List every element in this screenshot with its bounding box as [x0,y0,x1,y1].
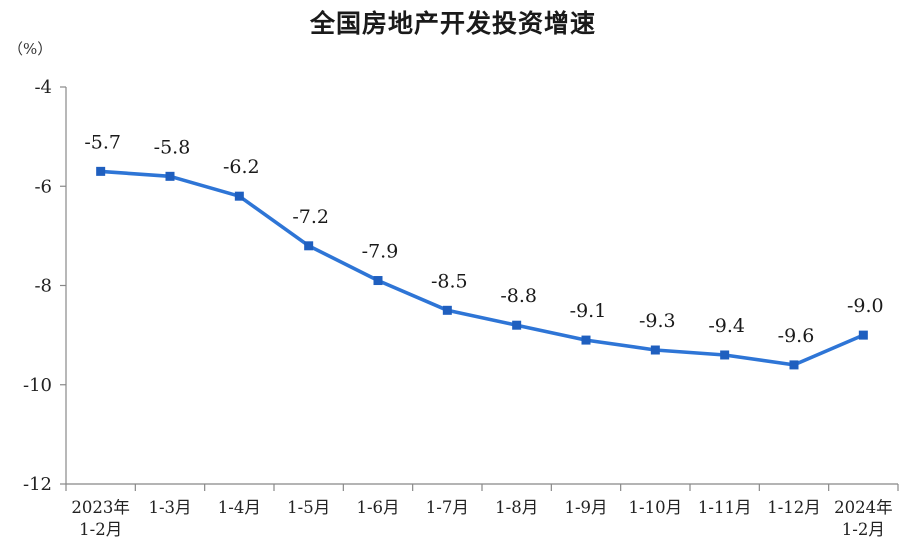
data-label: -7.2 [292,206,329,228]
data-label: -9.3 [639,310,676,332]
x-tick-label: 1-8月 [495,498,538,517]
data-label: -9.6 [778,325,815,347]
data-point-marker [512,320,522,330]
y-tick-label: -12 [23,474,52,495]
data-point-marker [373,276,383,286]
x-tick-label: 1-11月 [698,498,752,517]
y-tick-label: -8 [34,276,52,297]
chart-title: 全国房地产开发投资增速 [309,9,596,38]
x-tick-label: 1-6月 [356,498,399,517]
data-point-marker [165,171,175,181]
x-tick-label: 1-3月 [148,498,191,517]
data-point-marker [789,360,799,370]
x-tick-label: 1-7月 [426,498,469,517]
data-label: -8.8 [500,285,537,307]
data-label: -9.1 [570,300,607,322]
series-line [98,169,866,367]
y-tick-label: -10 [23,375,52,396]
x-tick-label: 1-10月 [629,498,683,517]
data-point-marker [96,166,106,176]
x-tick-label: 1-9月 [564,498,607,517]
data-label: -9.4 [708,315,745,337]
data-label: -5.7 [84,131,121,153]
data-label: -5.8 [154,136,191,158]
x-tick-label: 2024年 1-2月 [834,498,893,539]
y-axis-unit-label: （%） [8,40,53,58]
x-tick-label: 2023年 1-2月 [71,498,130,539]
data-point-marker [304,241,314,251]
data-label: -7.9 [362,241,399,263]
y-tick-label: -4 [34,77,52,98]
data-point-marker [234,191,244,201]
data-label: -9.0 [847,295,884,317]
data-label: -8.5 [431,270,468,292]
y-tick-label: -6 [34,176,52,197]
data-point-marker [442,305,452,315]
data-point-marker [720,350,730,360]
x-tick-label: 1-12月 [767,498,821,517]
data-point-marker [581,335,591,345]
data-point-marker [858,330,868,340]
x-tick-label: 1-4月 [218,498,261,517]
data-point-marker [650,345,660,355]
x-tick-label: 1-5月 [287,498,330,517]
data-label: -6.2 [223,156,260,178]
